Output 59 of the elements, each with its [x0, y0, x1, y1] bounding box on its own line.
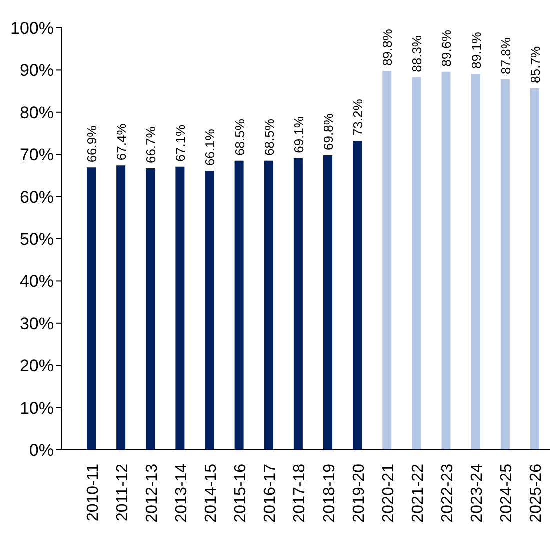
x-tick-label: 2014-15 [203, 464, 220, 523]
bar [116, 166, 126, 450]
y-tick-label: 60% [20, 188, 54, 207]
bar [500, 79, 510, 450]
bar [471, 74, 480, 450]
bar [264, 160, 274, 450]
data-label: 89.6% [439, 30, 454, 67]
y-tick-label: 0% [29, 441, 54, 460]
x-tick-label: 2021-22 [410, 464, 427, 523]
bar [324, 155, 332, 450]
x-tick-label: 2024-25 [498, 464, 516, 523]
data-label: 66.7% [144, 126, 159, 164]
data-label: 68.5% [262, 118, 277, 156]
data-label: 67.1% [173, 124, 188, 162]
x-tick-label: 2017-18 [292, 464, 309, 523]
data-label: 88.3% [410, 35, 425, 72]
bar [234, 160, 244, 450]
x-tick-label: 2011-12 [114, 464, 132, 522]
bar [530, 88, 540, 450]
y-tick-label: 70% [20, 146, 54, 165]
bar [205, 171, 214, 450]
data-label: 87.8% [498, 37, 514, 74]
bar [382, 71, 392, 450]
data-label: 66.1% [202, 128, 218, 166]
bar [146, 168, 156, 450]
y-tick-label: 90% [20, 61, 54, 80]
y-tick-label: 80% [20, 103, 54, 122]
x-tick-label: 2023-24 [469, 464, 486, 523]
data-label: 69.8% [321, 113, 336, 150]
bar [294, 158, 303, 450]
x-tick-label: 2012-13 [144, 464, 161, 523]
data-label: 85.7% [528, 46, 543, 84]
y-tick-label: 30% [20, 314, 54, 334]
x-tick-label: 2025-26 [528, 464, 546, 523]
data-label: 67.4% [114, 123, 130, 161]
x-tick-label: 2010-11 [84, 464, 102, 522]
y-tick-label: 20% [20, 356, 54, 376]
x-tick-label: 2016-17 [262, 464, 280, 523]
y-tick-label: 50% [20, 230, 54, 250]
y-tick-label: 100% [10, 19, 54, 38]
x-tick-label: 2022-23 [440, 464, 457, 523]
data-label: 89.8% [380, 28, 396, 66]
x-tick-label: 2018-19 [321, 464, 338, 523]
y-tick-label: 40% [20, 272, 54, 292]
bar [87, 168, 96, 450]
data-label: 66.9% [84, 125, 100, 163]
x-tick-label: 2013-14 [173, 464, 190, 523]
x-tick-label: 2015-16 [232, 464, 250, 523]
bar [442, 72, 451, 450]
data-label: 73.2% [350, 98, 366, 136]
x-tick-label: 2019-20 [350, 464, 368, 523]
bar [353, 141, 362, 450]
bar [176, 166, 185, 450]
y-tick-label: 10% [20, 398, 54, 418]
x-tick-label: 2020-21 [380, 464, 398, 523]
bar [412, 77, 422, 450]
data-label: 69.1% [291, 116, 306, 154]
data-label: 68.5% [232, 118, 248, 156]
data-label: 89.1% [468, 32, 484, 69]
